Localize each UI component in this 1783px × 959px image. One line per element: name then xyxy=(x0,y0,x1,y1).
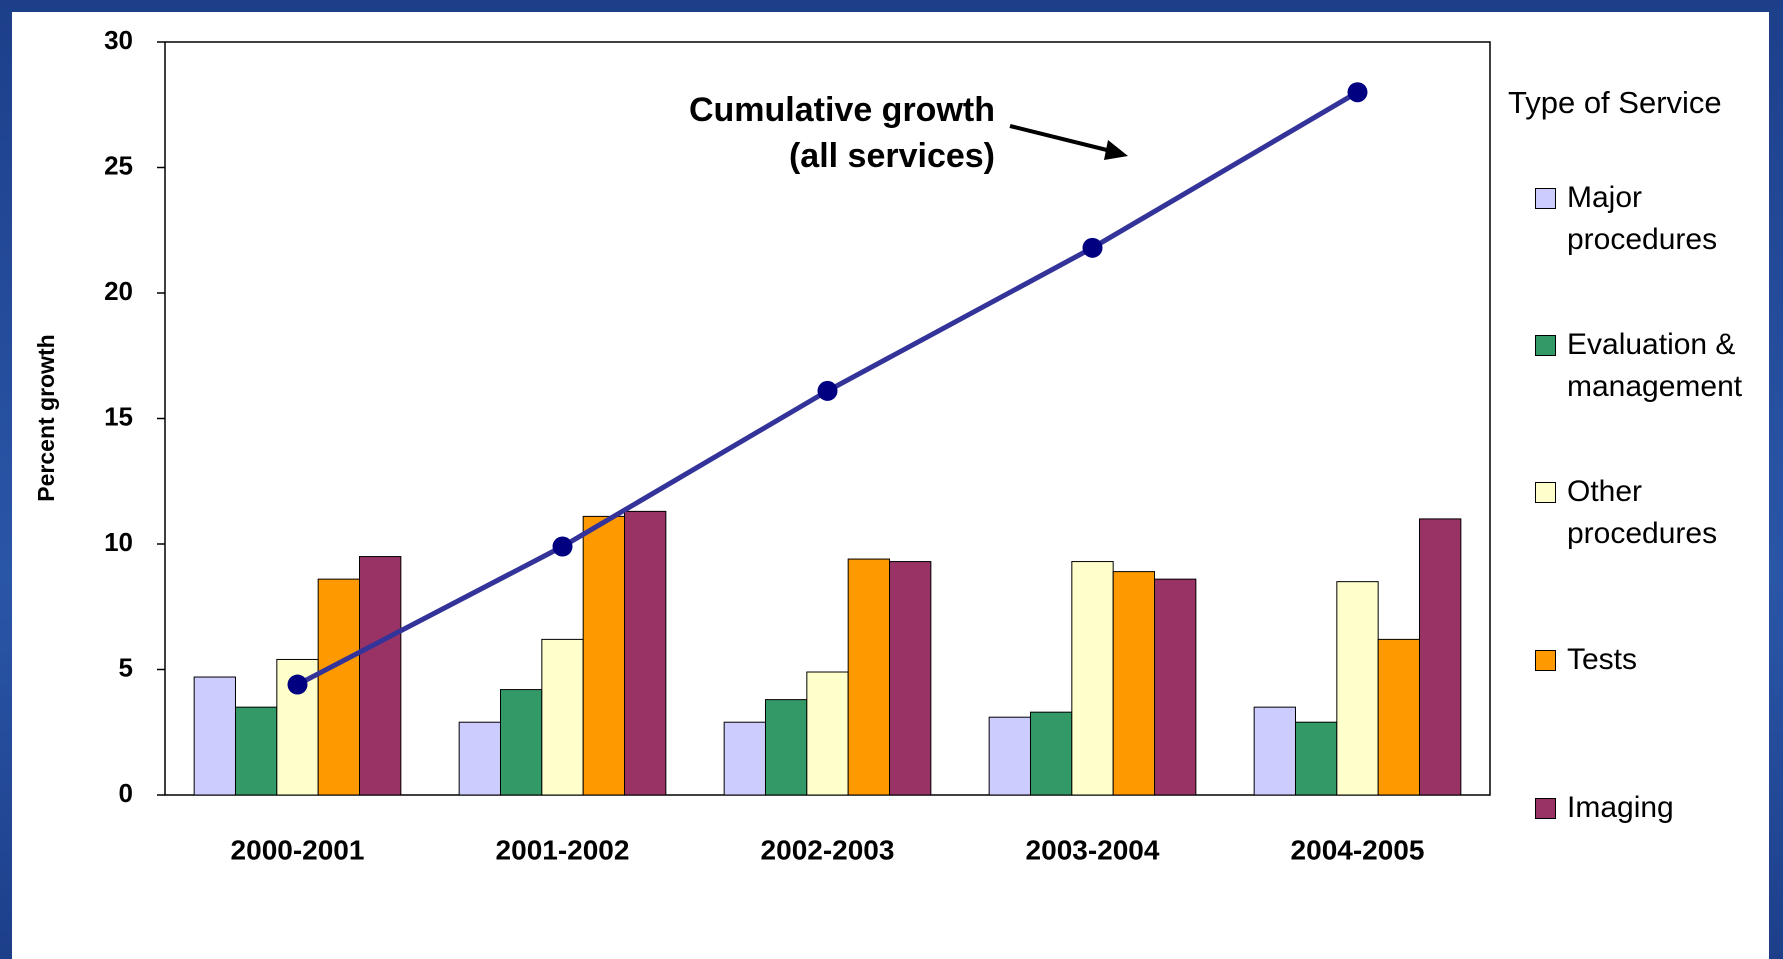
annotation: (all services) xyxy=(789,137,995,175)
bar xyxy=(359,556,402,796)
bar xyxy=(988,716,1031,796)
y-tick-label: 10 xyxy=(104,527,133,557)
bar xyxy=(1253,706,1296,796)
panel xyxy=(12,12,1769,959)
y-axis-label: Percent growth xyxy=(33,334,59,501)
y-tick-label: 20 xyxy=(104,276,133,306)
bar xyxy=(582,515,626,796)
y-tick-label: 0 xyxy=(119,778,133,808)
bar xyxy=(1071,561,1114,796)
bar xyxy=(234,706,278,796)
x-tick-label: 2002-2003 xyxy=(761,834,895,865)
bar xyxy=(1112,571,1156,796)
line-point xyxy=(1347,82,1368,103)
legend-swatch xyxy=(1535,650,1556,671)
bar xyxy=(847,558,891,796)
legend-label: Evaluation & management xyxy=(1567,328,1743,403)
line-point xyxy=(1082,237,1103,258)
bar xyxy=(624,510,667,796)
legend-swatch xyxy=(1535,798,1556,819)
legend-label: Major procedures xyxy=(1567,181,1718,256)
x-tick-label: 2004-2005 xyxy=(1291,834,1425,865)
y-tick-label: 30 xyxy=(104,25,133,55)
legend-title: Type of Service xyxy=(1508,85,1722,120)
bar xyxy=(1154,578,1197,796)
bar xyxy=(889,561,932,796)
line-point xyxy=(287,674,308,695)
bar xyxy=(1419,518,1462,796)
annotation-arrow xyxy=(1009,124,1116,154)
line-point xyxy=(817,380,838,401)
line-point xyxy=(552,536,573,557)
y-tick-label: 15 xyxy=(104,401,133,431)
bar xyxy=(458,721,501,796)
x-tick-label: 2001-2002 xyxy=(496,834,630,865)
legend-label: Other procedures xyxy=(1567,475,1718,550)
annotation-arrowhead xyxy=(1104,140,1128,160)
bar xyxy=(764,699,808,796)
x-tick-label: 2000-2001 xyxy=(231,834,365,865)
legend-swatch xyxy=(1535,482,1556,503)
bar xyxy=(1294,721,1338,796)
bar xyxy=(317,578,361,796)
legend-label: Imaging xyxy=(1567,791,1674,824)
legend-swatch xyxy=(1535,188,1556,209)
bar xyxy=(1377,638,1421,796)
x-tick-label: 2003-2004 xyxy=(1026,834,1160,865)
y-tick-label: 5 xyxy=(119,652,133,682)
bar xyxy=(1336,581,1379,796)
y-tick-label: 25 xyxy=(104,150,133,180)
legend-swatch xyxy=(1535,335,1556,356)
bar xyxy=(723,721,766,796)
bar xyxy=(193,676,236,796)
bar xyxy=(806,671,849,796)
bar xyxy=(499,689,543,796)
bar xyxy=(1029,711,1073,796)
bar xyxy=(541,638,584,796)
legend-label: Tests xyxy=(1567,643,1638,676)
annotation: Cumulative growth xyxy=(689,91,995,129)
